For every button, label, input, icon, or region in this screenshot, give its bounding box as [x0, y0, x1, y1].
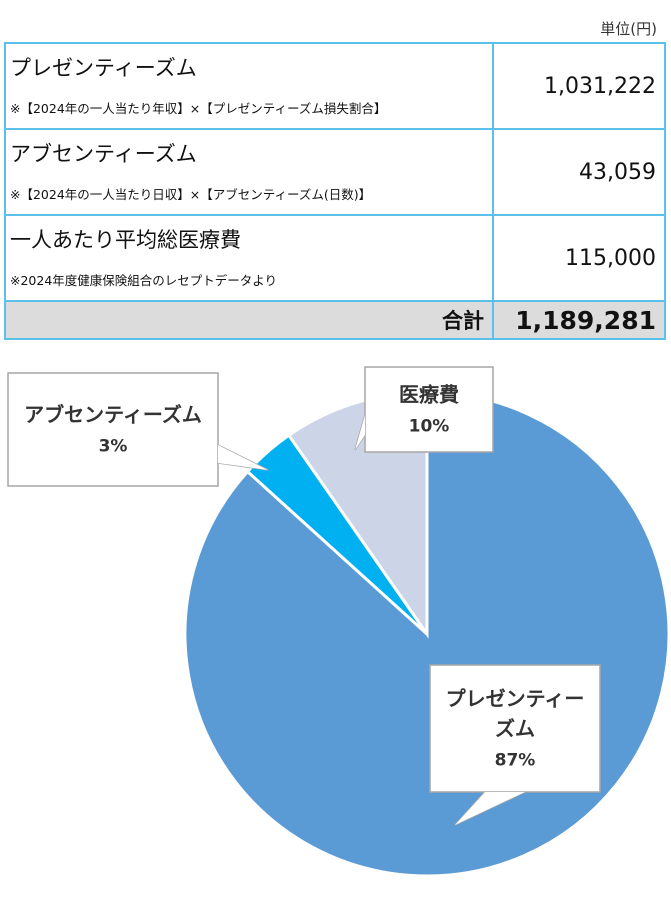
- table-row: 一人あたり平均総医療費 ※2024年度健康保険組合のレセプトデータより 115,…: [4, 214, 666, 302]
- callout-box: [429, 664, 601, 793]
- row-label-cell: プレゼンティーズム ※【2024年の一人当たり年収】×【プレゼンティーズム損失割…: [4, 42, 494, 130]
- unit-label: 単位(円): [600, 20, 657, 38]
- slice-percent-label: 87%: [495, 751, 536, 771]
- callout-pointer-fill: [218, 445, 268, 470]
- slice-callout: アブセンティーズム 3%: [7, 372, 269, 487]
- slice-callout: 医療費 10%: [354, 366, 494, 453]
- pie-chart: プレゼンティーズム 87% アブセンティーズム 3% 医療費 10%: [7, 366, 671, 878]
- row-value: 1,031,222: [492, 42, 666, 130]
- slice-callout: プレゼンティーズム 87%: [429, 664, 601, 826]
- row-label-cell: 一人あたり平均総医療費 ※2024年度健康保険組合のレセプトデータより: [4, 214, 494, 302]
- cost-table: プレゼンティーズム ※【2024年の一人当たり年収】×【プレゼンティーズム損失割…: [4, 42, 666, 340]
- row-note: ※【2024年の一人当たり日収】×【アブセンティーズム(日数)】: [10, 187, 372, 202]
- row-title: 一人あたり平均総医療費: [10, 228, 241, 252]
- callout-pointer-fill: [355, 415, 365, 450]
- slice-name-label: アブセンティーズム: [24, 403, 202, 427]
- total-row: 合計 1,189,281: [4, 300, 666, 340]
- row-title: アブセンティーズム: [10, 142, 197, 166]
- slice-percent-label: 10%: [409, 417, 450, 437]
- row-title: プレゼンティーズム: [10, 56, 197, 80]
- row-label-cell: アブセンティーズム ※【2024年の一人当たり日収】×【アブセンティーズム(日数…: [4, 128, 494, 216]
- row-note: ※【2024年の一人当たり年収】×【プレゼンティーズム損失割合】: [10, 101, 387, 116]
- row-value: 43,059: [492, 128, 666, 216]
- slice-percent-label: 3%: [99, 437, 128, 457]
- callout-box: [7, 372, 219, 487]
- table-row: アブセンティーズム ※【2024年の一人当たり日収】×【アブセンティーズム(日数…: [4, 128, 666, 216]
- total-value: 1,189,281: [492, 300, 666, 340]
- slice-name-label: 医療費: [399, 383, 459, 407]
- callout-box: [364, 366, 494, 453]
- slice-name-label: ズム: [495, 717, 535, 741]
- row-value: 115,000: [492, 214, 666, 302]
- row-note: ※2024年度健康保険組合のレセプトデータより: [10, 273, 278, 288]
- callout-pointer-fill: [455, 792, 525, 825]
- table-row: プレゼンティーズム ※【2024年の一人当たり年収】×【プレゼンティーズム損失割…: [4, 42, 666, 130]
- total-label: 合計: [4, 300, 494, 340]
- slice-name-label: プレゼンティー: [446, 687, 585, 711]
